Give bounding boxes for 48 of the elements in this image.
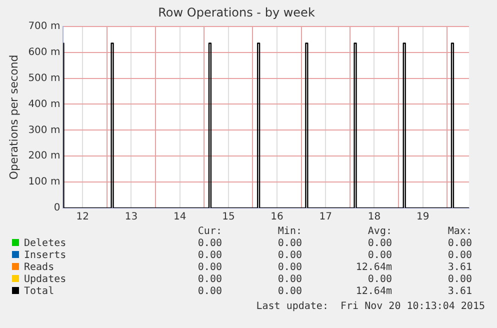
x-tick-label: 16 (270, 212, 284, 223)
y-tick-label: 100 m (28, 176, 60, 188)
text: 0.00 (276, 274, 302, 286)
y-tick-label: 0 (54, 202, 60, 214)
x-tick-label: 13 (124, 212, 138, 223)
text: 12.64m (354, 262, 392, 274)
text: 0.00 (196, 286, 222, 298)
text: 0.00 (446, 274, 472, 286)
text: 0.00 (366, 238, 392, 250)
x-tick-label: 14 (173, 212, 186, 223)
text: 0.00 (196, 274, 222, 286)
legend-label: Updates (23, 274, 68, 286)
legend-label: Inserts (23, 250, 68, 262)
text: 0.00 (196, 250, 222, 262)
text: 3.61 (446, 262, 472, 274)
y-tick-label: 700 m (28, 20, 60, 32)
text: 0.00 (446, 238, 472, 250)
y-tick-label: 400 m (28, 98, 60, 110)
text: Avg: (366, 226, 392, 238)
x-tick-label: 18 (368, 212, 381, 223)
y-tick-label: 300 m (28, 124, 60, 136)
text: 0.00 (196, 262, 222, 274)
x-tick-label: 17 (319, 212, 332, 223)
legend-label: Total (23, 286, 56, 298)
y-axis-title: Operations per second (7, 54, 20, 180)
text: 0.00 (276, 286, 302, 298)
text: 0.00 (366, 250, 392, 262)
chart-title: Row Operations - by week (158, 5, 315, 20)
text: Max: (446, 226, 472, 238)
text: 0.00 (276, 250, 302, 262)
y-tick-label: 500 m (28, 72, 60, 84)
legend-label: Reads (23, 262, 56, 274)
legend-label: Deletes (23, 238, 68, 250)
x-tick-label: 15 (222, 212, 235, 223)
y-tick-label: 600 m (28, 46, 60, 58)
text: Last update: Fri Nov 20 10:13:04 2015 (256, 301, 485, 312)
text: Cur: (196, 226, 222, 238)
x-tick-label: 12 (76, 212, 90, 223)
text: 0.00 (446, 250, 472, 262)
text: 0.00 (366, 274, 392, 286)
text: 0.00 (276, 262, 302, 274)
x-tick-label: 19 (416, 212, 430, 223)
text: 12.64m (354, 286, 392, 298)
y-tick-label: 200 m (28, 150, 60, 162)
text: Min: (276, 226, 302, 238)
text: 3.61 (446, 286, 472, 298)
text: 0.00 (276, 238, 302, 250)
text: 0.00 (196, 238, 222, 250)
